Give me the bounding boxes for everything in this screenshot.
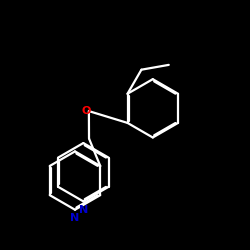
Text: N: N: [70, 213, 80, 223]
Text: O: O: [82, 106, 91, 116]
Text: N: N: [79, 205, 88, 215]
